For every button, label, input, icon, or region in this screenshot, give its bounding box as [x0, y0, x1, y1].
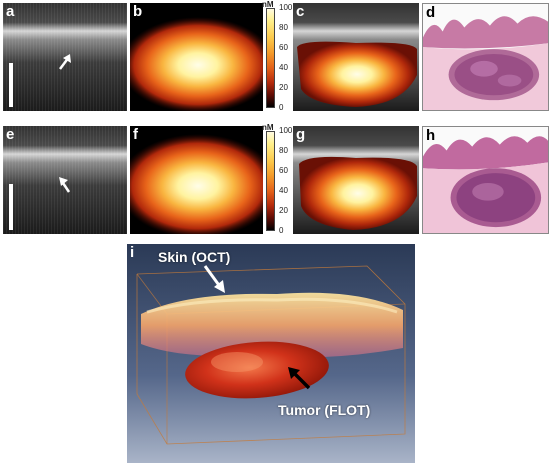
panel-f-flot: f: [130, 126, 263, 234]
panel-label-b: b: [133, 3, 143, 20]
colorbar-top: nM 100 80 60 40 20 0: [262, 0, 292, 112]
colorbar-tick-20: 20: [279, 83, 288, 92]
colorbar-gradient: [266, 131, 275, 231]
flot-image-f: [130, 126, 263, 234]
panel-e-oct: e: [3, 126, 127, 234]
colorbar-unit: nM: [262, 0, 274, 9]
panel-label-e: e: [6, 126, 15, 143]
panel-label-d: d: [426, 4, 436, 21]
panel-label-a: a: [6, 3, 15, 20]
colorbar-tick-60: 60: [279, 166, 288, 175]
colorbar-tick-40: 40: [279, 63, 288, 72]
scale-bar-icon: [9, 63, 13, 107]
arrow-white-icon: [59, 177, 71, 193]
panel-label-h: h: [426, 127, 436, 144]
panel-a-oct: a: [3, 3, 127, 111]
panel-label-f: f: [133, 126, 138, 143]
colorbar-bottom: nM 100 80 60 40 20 0: [262, 123, 292, 235]
panel-label-i: i: [130, 244, 135, 261]
overlay-image-c: [293, 3, 419, 111]
panel-label-c: c: [296, 3, 305, 20]
flot-image-b: [130, 3, 263, 111]
colorbar-tick-60: 60: [279, 43, 288, 52]
panel-h-histology: h: [422, 126, 549, 234]
panel-i-3d-render: i Skin (OCT) Tumor (FLOT): [127, 244, 415, 463]
arrow-white-icon: [59, 54, 71, 70]
scale-bar-icon: [9, 184, 13, 230]
annotation-skin: Skin (OCT): [158, 249, 231, 265]
arrow-black-icon: [288, 367, 311, 390]
arrow-white-icon: [203, 265, 225, 293]
panel-g-overlay: g: [293, 126, 419, 234]
colorbar-tick-80: 80: [279, 146, 288, 155]
render-image-i: [127, 244, 415, 463]
colorbar-tick-100: 100: [279, 126, 293, 135]
oct-image-e: [3, 126, 127, 234]
colorbar-gradient: [266, 8, 275, 108]
histology-image-d: [423, 4, 548, 110]
annotation-tumor: Tumor (FLOT): [278, 402, 371, 418]
histology-image-h: [423, 127, 548, 233]
panel-label-g: g: [296, 126, 306, 143]
colorbar-tick-40: 40: [279, 186, 288, 195]
panel-b-flot: b: [130, 3, 263, 111]
colorbar-tick-100: 100: [279, 3, 293, 12]
colorbar-tick-0: 0: [279, 103, 284, 112]
panel-d-histology: d: [422, 3, 549, 111]
colorbar-tick-20: 20: [279, 206, 288, 215]
colorbar-unit: nM: [262, 123, 274, 132]
overlay-image-g: [293, 126, 419, 234]
colorbar-tick-0: 0: [279, 226, 284, 235]
colorbar-tick-80: 80: [279, 23, 288, 32]
panel-c-overlay: c: [293, 3, 419, 111]
